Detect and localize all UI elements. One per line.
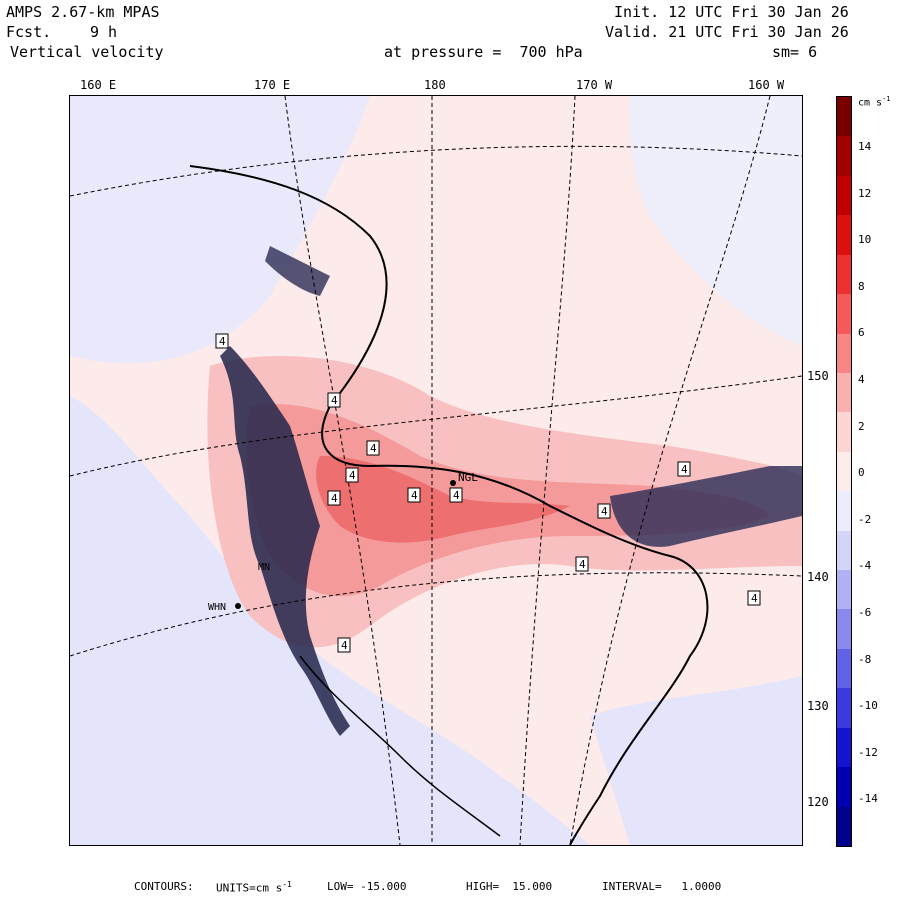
meridian-170w (519, 96, 576, 845)
colorbar-tick-label: 10 (858, 233, 872, 247)
colorbar-segment (837, 175, 851, 216)
station-ngl-label: NGL (458, 471, 478, 484)
mountain-band-east (610, 466, 802, 547)
colorbar-unit: cm s-1 (858, 95, 891, 109)
coastline-south (299, 655, 501, 837)
colorbar-tick-label: 14 (858, 140, 872, 153)
colorbar-segment (837, 648, 851, 689)
colorbar-segment (837, 372, 851, 413)
contour-label: 4 (411, 489, 418, 502)
contour-labels: 4 4 4 4 4 4 4 4 4 4 4 4 (215, 333, 761, 653)
colorbar-tick-label: 4 (858, 373, 865, 386)
descent-region-west (70, 396, 590, 845)
colorbar-tick-label: 8 (858, 279, 865, 293)
variable-name: Vertical velocity (10, 43, 164, 61)
colorbar-segment (837, 451, 851, 492)
contour-label: 4 (349, 469, 356, 482)
contour-label: 4 (579, 558, 586, 571)
colorbar-segment (837, 215, 851, 255)
footer-high: HIGH= 15.000 (466, 880, 553, 893)
coastline (189, 165, 709, 845)
colorbar-segment (837, 412, 851, 452)
station-whn-marker (235, 603, 241, 609)
colorbar-tick-label: 12 (858, 186, 872, 200)
pressure-level: at pressure = 700 hPa (384, 43, 583, 61)
footer-interval: INTERVAL= 1.0000 (602, 880, 722, 893)
colorbar-tick-label: 2 (858, 419, 865, 433)
footer-units: UNITS=cm s-1 (216, 880, 292, 895)
colorbar-segment (837, 530, 851, 571)
colorbar-segment (837, 294, 851, 334)
colorbar-tick-label: -2 (858, 512, 872, 526)
parallel-3 (70, 145, 802, 197)
contour-label: 4 (219, 335, 226, 348)
contour-label: 4 (370, 442, 377, 455)
station-mn-label: MN (258, 562, 270, 573)
colorbar-tick-label: -12 (858, 745, 878, 759)
colorbar-segment (837, 767, 851, 807)
contour-label: 4 (681, 463, 688, 476)
forecast-hour: 9 h (90, 23, 118, 41)
contour-label: 4 (331, 492, 338, 505)
meridian-160w (569, 96, 771, 845)
colorbar-tick-label: -8 (858, 652, 872, 666)
descent-region-north (70, 96, 370, 364)
colorbar-segment (837, 97, 851, 137)
vertical-velocity-field: 4 4 4 4 4 4 4 4 4 4 4 4 NGL W (70, 96, 802, 845)
contour-label: 4 (341, 639, 348, 652)
parallel-2 (70, 572, 802, 657)
lon-label-170e: 170 E (254, 78, 291, 92)
colorbar-segment (837, 806, 851, 847)
footer-contours-label: CONTOURS: (134, 880, 194, 893)
descent-region-northeast (630, 96, 802, 346)
lon-label-160w: 160 W (748, 78, 785, 92)
transantarctic-band (220, 346, 350, 736)
colorbar-tick-label: -4 (858, 559, 872, 573)
forecast-label: Fcst. (6, 23, 52, 41)
colorbar-tick-label: -14 (858, 792, 878, 806)
lon-label-160e: 160 E (80, 78, 117, 92)
lon-label-170w: 170 W (576, 78, 613, 92)
ascent-plume-core (316, 456, 570, 543)
colorbar-segment (837, 254, 851, 295)
colorbar-segment (837, 688, 851, 728)
lon-label-180: 180 (424, 78, 446, 92)
station-ngl-marker (450, 480, 456, 486)
descent-region-southeast (590, 676, 802, 845)
colorbar-tick-label: -10 (858, 699, 878, 713)
init-time: Init. 12 UTC Fri 30 Jan 26 (614, 3, 849, 21)
model-title: AMPS 2.67-km MPAS (6, 3, 160, 21)
contour-label: 4 (751, 592, 758, 605)
contour-label: 4 (453, 489, 460, 502)
colorbar-segment (837, 491, 851, 531)
map-panel: 4 4 4 4 4 4 4 4 4 4 4 4 NGL W (69, 95, 803, 846)
valid-time: Valid. 21 UTC Fri 30 Jan 26 (605, 23, 849, 41)
smoothing-value: sm= 6 (772, 43, 818, 61)
footer-low: LOW= -15.000 (327, 880, 407, 893)
colorbar-segment (837, 727, 851, 768)
colorbar-tick-label: 6 (858, 326, 865, 340)
colorbar-segment (837, 136, 851, 176)
colorbar-segment (837, 609, 851, 649)
contour-label: 4 (331, 394, 338, 407)
parallel-1 (70, 375, 802, 477)
colorbar (836, 96, 852, 847)
colorbar-segment (837, 570, 851, 610)
colorbar-tick-label: -6 (858, 606, 872, 619)
colorbar-segment (837, 333, 851, 373)
meridian-170e (284, 96, 401, 845)
contour-label: 4 (601, 505, 608, 518)
colorbar-tick-label: 0 (858, 466, 865, 480)
station-whn-label: WHN (208, 602, 226, 613)
